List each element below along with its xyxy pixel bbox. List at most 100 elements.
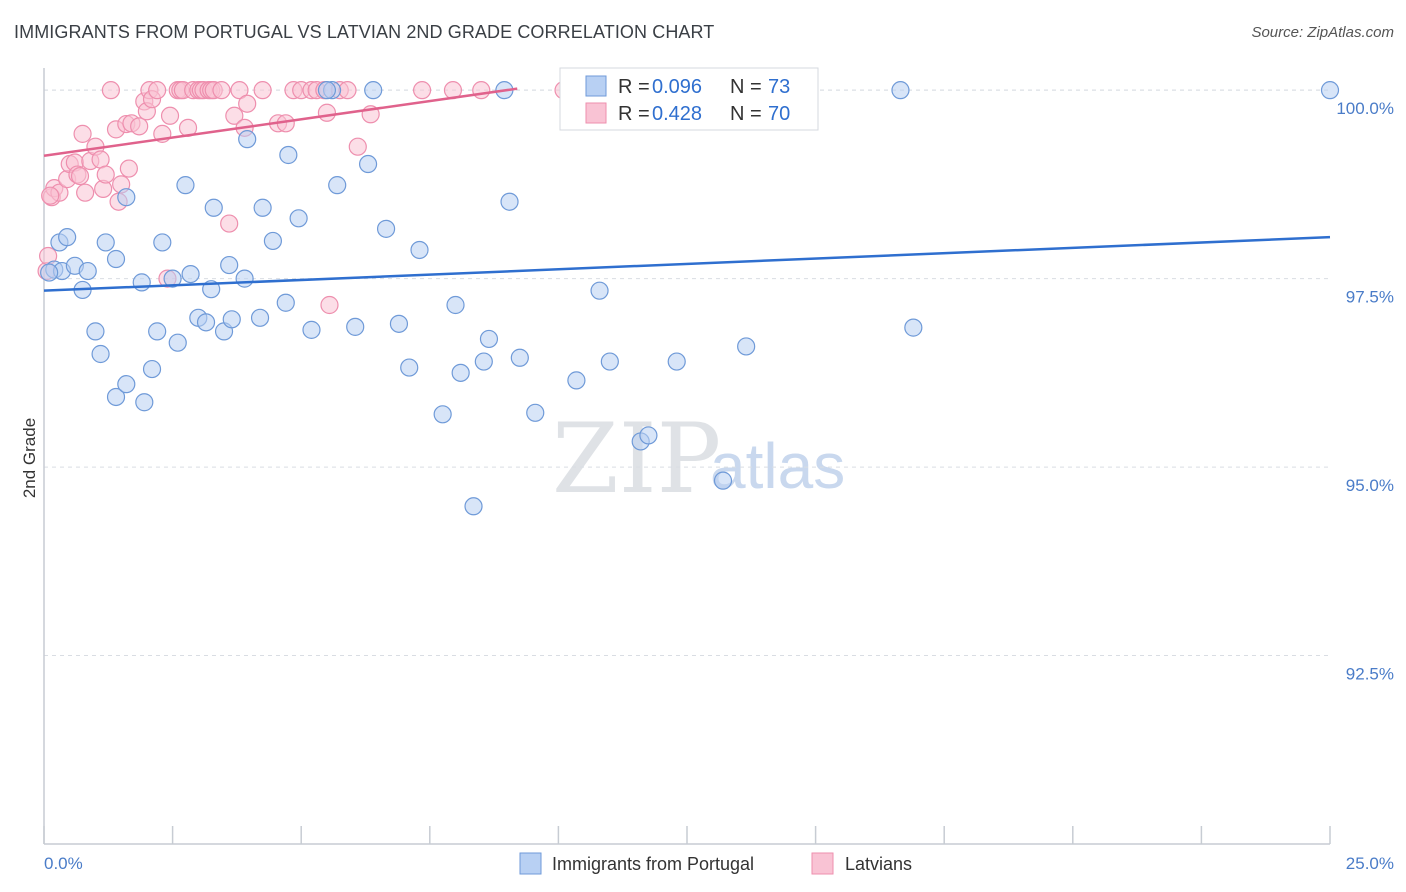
data-point-portugal — [135, 393, 154, 412]
bottom-legend-label-latvians: Latvians — [845, 854, 912, 874]
data-point-portugal — [317, 81, 337, 100]
data-point-portugal — [176, 176, 195, 195]
data-point-portugal — [376, 219, 396, 238]
data-point-latvians — [472, 81, 491, 100]
data-point-latvians — [148, 81, 167, 100]
data-point-portugal — [346, 317, 365, 336]
bottom-legend-swatch-latvians — [811, 852, 834, 875]
x-tick-label-max: 25.0% — [1346, 854, 1394, 873]
data-point-portugal — [250, 308, 270, 327]
bottom-legend-label-portugal: Immigrants from Portugal — [552, 854, 754, 874]
legend-n-label-latvians: N = — [730, 103, 762, 125]
trend-line-latvians — [43, 87, 518, 157]
chart-source: Source: ZipAtlas.com — [1251, 24, 1394, 41]
data-point-latvians — [101, 81, 120, 100]
data-point-latvians — [73, 124, 92, 143]
data-point-portugal — [510, 348, 529, 367]
data-point-latvians — [212, 81, 231, 100]
data-point-latvians — [348, 137, 367, 156]
data-point-latvians — [253, 81, 272, 100]
data-point-portugal — [389, 314, 409, 333]
legend-r-value-latvians: 0.428 — [652, 103, 702, 125]
data-point-portugal — [600, 352, 619, 371]
legend: R = 0.096 N = 73 R = 0.428 N = 70 — [559, 67, 819, 131]
data-point-portugal — [400, 358, 419, 377]
data-point-portugal — [302, 320, 321, 339]
y-tick-label: 100.0% — [1336, 99, 1394, 118]
legend-r-value-portugal: 0.096 — [652, 76, 702, 98]
data-point-latvians — [412, 81, 432, 100]
y-tick-label: 97.5% — [1346, 288, 1394, 307]
data-point-portugal — [737, 337, 756, 356]
data-point-portugal — [639, 426, 658, 445]
trend-lines — [43, 87, 1331, 292]
data-point-latvians — [238, 94, 257, 113]
y-tick-label: 92.5% — [1346, 665, 1394, 684]
data-point-portugal — [163, 269, 182, 288]
data-point-portugal — [358, 154, 378, 174]
data-point-portugal — [204, 198, 223, 217]
data-point-portugal — [1320, 81, 1340, 100]
data-point-portugal — [196, 313, 216, 332]
data-point-latvians — [317, 103, 337, 122]
data-point-latvians — [91, 150, 110, 169]
data-point-portugal — [142, 359, 162, 379]
data-point-portugal — [253, 198, 272, 217]
data-point-portugal — [464, 497, 483, 516]
x-tick-label-min: 0.0% — [44, 854, 83, 873]
data-point-portugal — [235, 269, 254, 288]
data-point-portugal — [328, 176, 347, 195]
legend-n-value-portugal: 73 — [768, 76, 790, 98]
data-point-portugal — [451, 363, 470, 382]
data-point-portugal — [904, 318, 923, 337]
watermark-atlas: atlas — [710, 430, 845, 502]
data-point-portugal — [364, 81, 383, 100]
x-axis-ticks — [43, 826, 1331, 844]
data-point-portugal — [474, 352, 493, 371]
data-point-latvians — [230, 81, 249, 100]
data-point-portugal — [106, 249, 126, 269]
data-point-portugal — [433, 405, 452, 424]
data-point-portugal — [446, 295, 465, 315]
legend-r-label-portugal: R = — [618, 76, 650, 98]
data-point-portugal — [181, 264, 200, 284]
data-point-portugal — [148, 322, 167, 341]
data-point-portugal — [86, 322, 105, 341]
data-point-portugal — [590, 281, 609, 300]
data-point-latvians — [338, 81, 357, 100]
data-point-portugal — [222, 310, 241, 329]
data-point-portugal — [117, 188, 136, 207]
bottom-legend-swatch-portugal — [519, 852, 542, 875]
data-point-latvians — [41, 186, 60, 205]
data-point-portugal — [58, 228, 77, 247]
data-point-portugal — [106, 387, 126, 407]
chart-title: IMMIGRANTS FROM PORTUGAL VS LATVIAN 2ND … — [14, 22, 715, 42]
data-point-portugal — [479, 329, 499, 349]
gridlines — [44, 89, 1330, 657]
watermark-zip: ZIP — [552, 403, 721, 515]
data-point-latvians — [130, 117, 149, 136]
data-point-portugal — [220, 255, 239, 275]
data-point-latvians — [96, 165, 115, 184]
data-point-portugal — [410, 240, 429, 260]
data-point-portugal — [91, 344, 110, 364]
data-point-portugal — [667, 352, 686, 371]
data-point-latvians — [70, 166, 90, 186]
data-point-portugal — [132, 273, 151, 292]
data-point-latvians — [320, 295, 339, 315]
data-point-portugal — [713, 471, 733, 490]
data-point-portugal — [153, 233, 172, 252]
legend-swatch-latvians — [585, 102, 607, 124]
legend-swatch-portugal — [585, 75, 607, 97]
data-point-portugal — [96, 233, 115, 252]
data-point-portugal — [117, 375, 136, 394]
data-point-portugal — [567, 371, 586, 390]
data-point-portugal — [279, 145, 298, 165]
y-tick-labels: 92.5% 95.0% 97.5% 100.0% — [1336, 99, 1394, 683]
data-point-latvians — [160, 106, 180, 125]
legend-r-label-latvians: R = — [618, 103, 650, 125]
data-point-portugal — [78, 261, 97, 281]
data-point-portugal — [526, 403, 545, 422]
data-point-portugal — [500, 192, 519, 211]
